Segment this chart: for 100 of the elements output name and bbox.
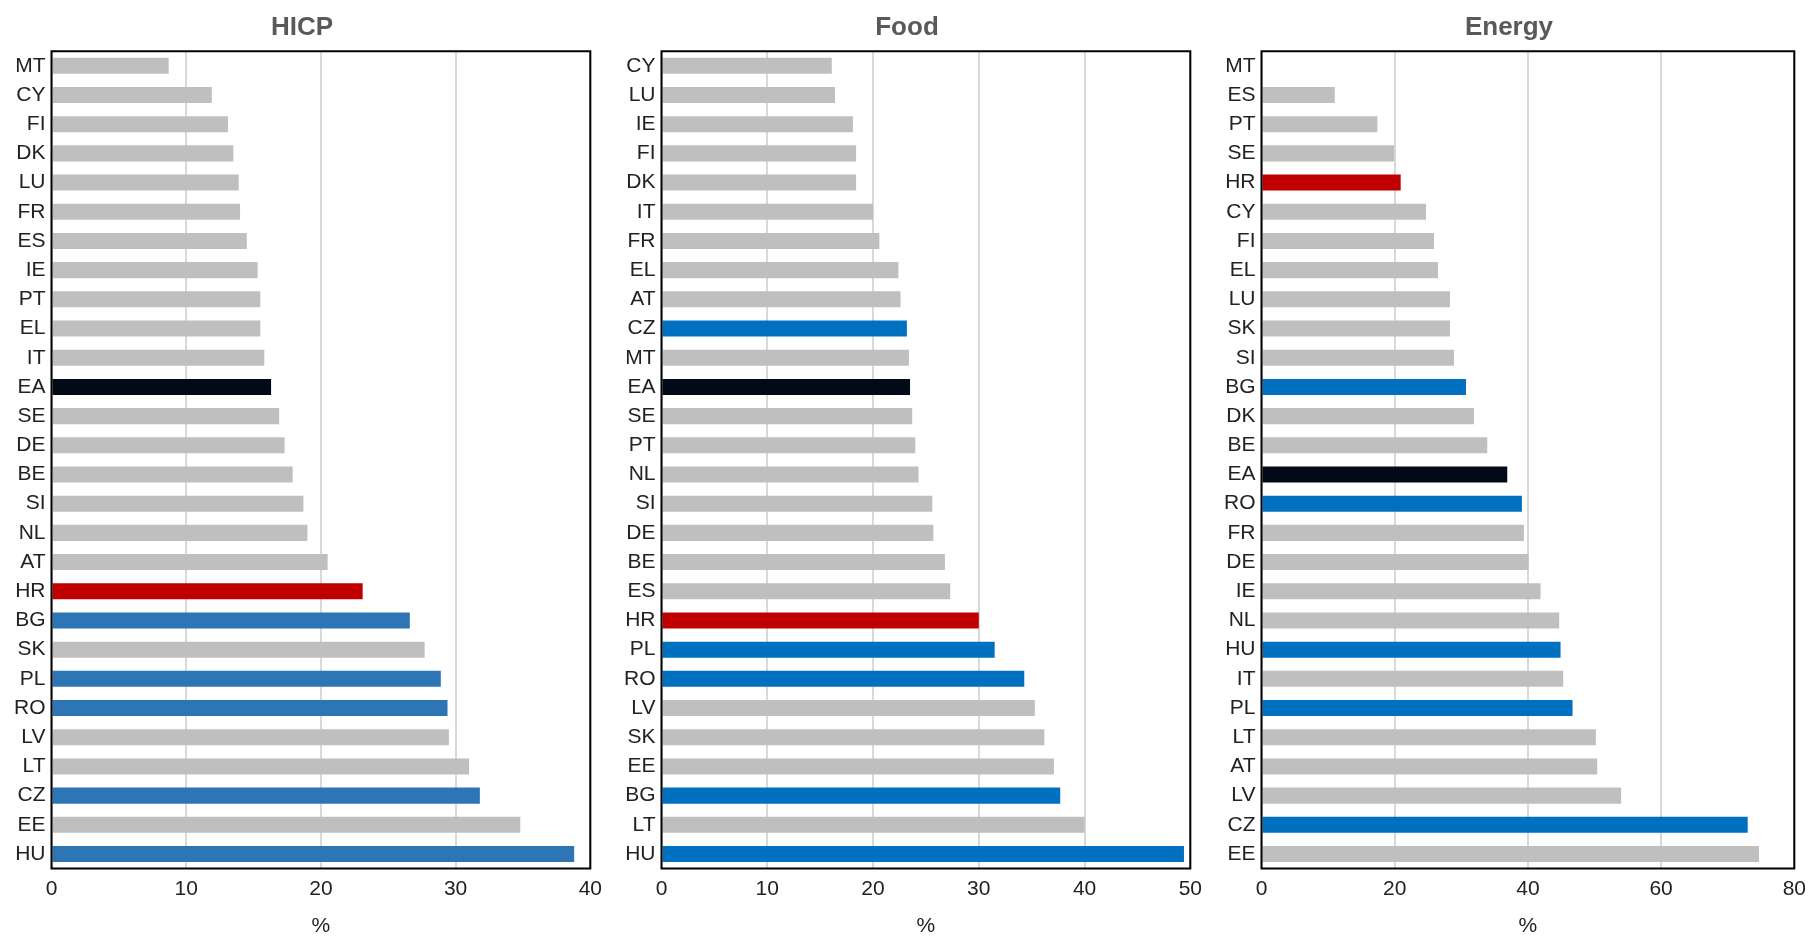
bar (1262, 641, 1561, 658)
bar (662, 495, 933, 512)
y-tick-label: EE (1227, 840, 1256, 864)
bar (52, 466, 293, 483)
y-tick-label: IE (25, 256, 46, 280)
bar (662, 378, 911, 395)
y-tick-label: NL (18, 519, 46, 543)
x-axis-title: % (1518, 913, 1538, 937)
x-tick-label: 20 (861, 876, 885, 899)
x-tick-label: 40 (1516, 876, 1540, 899)
y-tick-label: FI (636, 140, 656, 164)
y-tick-label: EA (627, 373, 656, 397)
bar (662, 57, 832, 74)
bar (52, 787, 480, 804)
bar (662, 729, 1045, 746)
bar (662, 262, 899, 279)
y-tick-label: MT (1225, 52, 1256, 76)
bar (52, 612, 410, 629)
y-tick-label: PL (1229, 694, 1256, 718)
bar (52, 845, 575, 863)
y-tick-label: DK (626, 169, 656, 193)
y-tick-label: MT (625, 344, 656, 368)
y-tick-label: DK (1226, 402, 1256, 426)
bar (52, 758, 470, 775)
x-tick-label: 40 (1072, 876, 1097, 899)
chart-title: HICP (270, 10, 334, 41)
bar (662, 670, 1025, 687)
y-tick-label: AT (630, 286, 656, 310)
y-tick-label: IT (1236, 665, 1256, 689)
bar (1262, 291, 1450, 308)
y-tick-label: EL (629, 256, 656, 280)
x-tick-label: 60 (1649, 876, 1673, 899)
y-tick-label: IE (1235, 578, 1256, 602)
y-tick-label: DE (16, 432, 46, 456)
bar (662, 349, 909, 366)
y-tick-label: CY (1226, 198, 1256, 222)
y-tick-label: FR (627, 227, 656, 251)
y-tick-label: HR (15, 578, 46, 602)
bar (52, 437, 285, 454)
bar (1262, 729, 1596, 746)
x-axis-title: % (916, 913, 936, 937)
bar (52, 174, 239, 191)
bar (52, 203, 241, 220)
y-tick-label: BE (627, 548, 656, 572)
y-tick-label: BG (625, 782, 656, 806)
y-tick-label: SK (17, 636, 46, 660)
bar (662, 583, 951, 600)
y-tick-label: HU (1225, 636, 1256, 660)
y-tick-label: ES (627, 578, 656, 602)
bar (52, 349, 265, 366)
x-tick-label: 30 (967, 876, 991, 899)
bar (662, 408, 913, 425)
bar (662, 641, 995, 658)
y-tick-label: LT (1232, 724, 1256, 748)
y-tick-label: EL (1229, 256, 1256, 280)
bar (1262, 670, 1564, 687)
y-tick-label: RO (1224, 490, 1256, 514)
y-tick-label: LU (628, 81, 656, 105)
y-tick-label: NL (1228, 607, 1256, 631)
bar (1262, 612, 1560, 629)
bar (1262, 378, 1466, 395)
y-tick-label: LU (1228, 286, 1256, 310)
bar (662, 845, 1184, 863)
y-tick-label: SI (1235, 344, 1256, 368)
x-tick-label: 30 (443, 876, 468, 899)
y-tick-label: LV (21, 724, 46, 748)
y-tick-label: SK (627, 724, 656, 748)
x-tick-label: 20 (309, 876, 333, 899)
bar (52, 554, 328, 571)
y-tick-label: PL (19, 665, 46, 689)
bar (52, 145, 234, 162)
y-tick-label: SE (627, 402, 656, 426)
bar (52, 320, 261, 337)
bar (662, 116, 853, 133)
bar (1262, 349, 1454, 366)
bar (1262, 466, 1508, 483)
x-tick-label: 10 (755, 876, 779, 899)
bar (1262, 174, 1401, 191)
bar (1262, 232, 1434, 249)
bar (52, 700, 448, 717)
bar (1262, 758, 1598, 775)
bar (662, 174, 857, 191)
chart-title: Energy (1464, 10, 1554, 41)
bar (1262, 116, 1378, 133)
y-tick-label: SK (1227, 315, 1256, 339)
bar (662, 816, 1085, 833)
bar (52, 583, 363, 600)
x-tick-label: 80 (1782, 876, 1806, 899)
bar (1262, 262, 1438, 279)
y-tick-label: FR (1227, 519, 1256, 543)
y-tick-label: AT (20, 548, 46, 572)
bar (662, 787, 1061, 804)
bar (52, 57, 169, 74)
y-tick-label: EE (627, 753, 656, 777)
y-tick-label: EL (19, 315, 46, 339)
y-tick-label: RO (14, 694, 46, 718)
bar (52, 291, 261, 308)
bar (52, 729, 449, 746)
bar (1262, 816, 1748, 833)
x-tick-label: 50 (1178, 876, 1202, 899)
